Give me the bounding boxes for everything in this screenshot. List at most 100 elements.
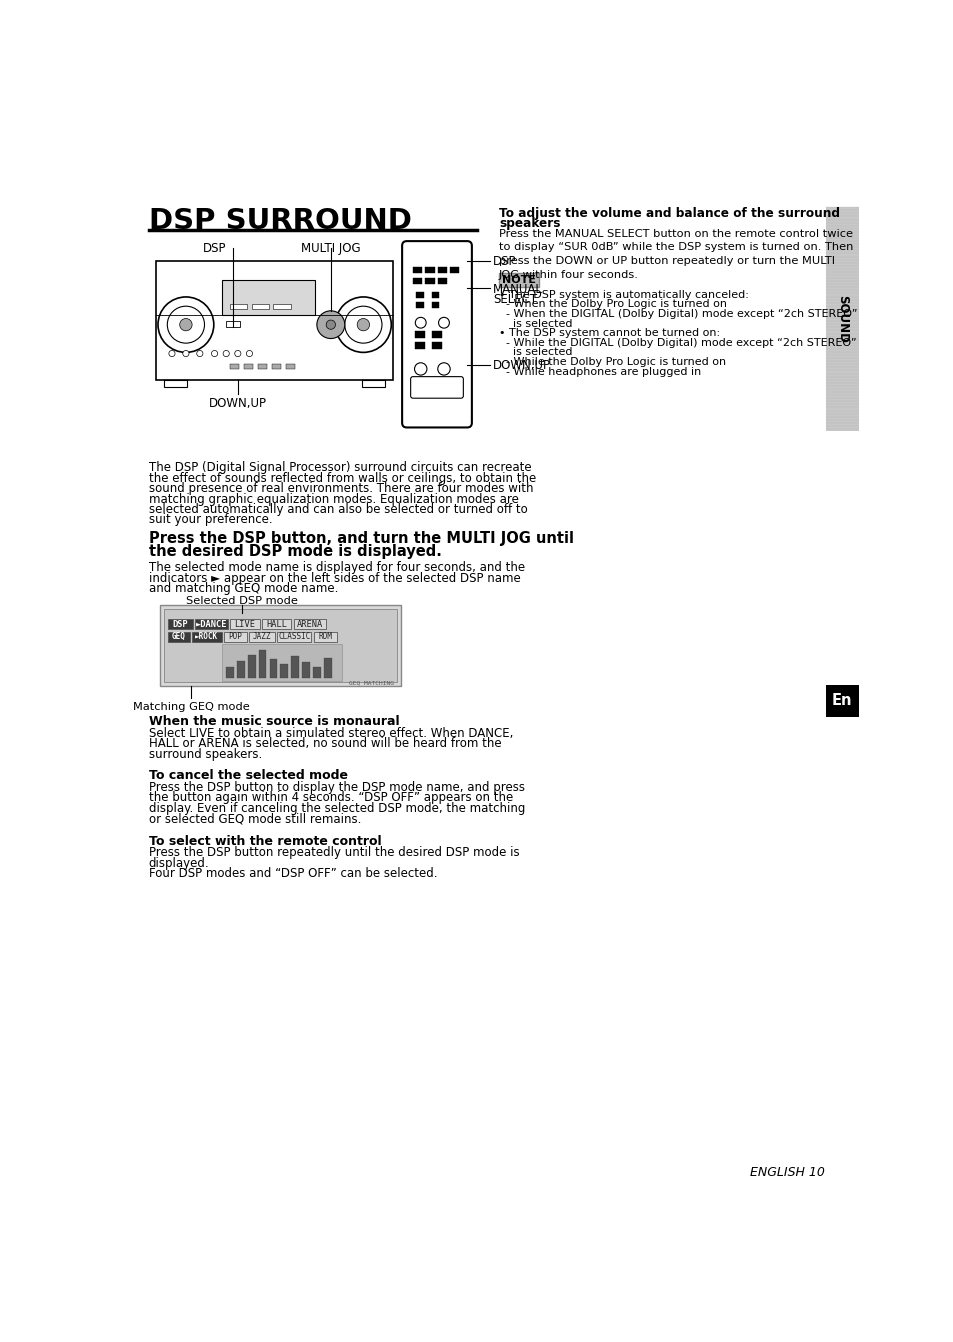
Bar	[226, 321, 240, 327]
Bar	[416, 302, 423, 309]
Text: ►ROCK: ►ROCK	[195, 632, 218, 641]
Bar	[224, 632, 247, 641]
Text: Selected DSP mode: Selected DSP mode	[186, 596, 297, 607]
Bar	[195, 619, 228, 629]
Bar	[425, 278, 435, 285]
Bar	[277, 632, 311, 641]
FancyBboxPatch shape	[410, 377, 463, 399]
Circle shape	[326, 319, 335, 329]
Text: DOWN,UP: DOWN,UP	[209, 397, 267, 411]
Text: • The DSP system cannot be turned on:: • The DSP system cannot be turned on:	[498, 329, 720, 338]
Bar	[226, 667, 233, 678]
Text: ROM: ROM	[318, 632, 332, 641]
Circle shape	[179, 318, 192, 331]
Text: Press the DSP button repeatedly until the desired DSP mode is: Press the DSP button repeatedly until th…	[149, 847, 518, 859]
Bar	[450, 267, 459, 272]
Text: To adjust the volume and balance of the surround: To adjust the volume and balance of the …	[498, 207, 840, 220]
Circle shape	[158, 297, 213, 353]
Bar	[416, 293, 423, 298]
Text: display. Even if canceling the selected DSP mode, the matching: display. Even if canceling the selected …	[149, 801, 524, 815]
Circle shape	[246, 350, 253, 357]
Text: DOWN,UP: DOWN,UP	[493, 358, 550, 372]
Bar	[160, 605, 400, 686]
Text: or selected GEQ mode still remains.: or selected GEQ mode still remains.	[149, 812, 360, 825]
Text: sound presence of real environments. There are four modes with: sound presence of real environments. The…	[149, 482, 533, 495]
Bar	[431, 302, 439, 309]
Text: MULTI JOG: MULTI JOG	[301, 242, 360, 255]
Text: - While the Dolby Pro Logic is turned on: - While the Dolby Pro Logic is turned on	[498, 357, 725, 366]
Text: is selected: is selected	[498, 348, 572, 357]
Bar	[413, 278, 422, 285]
Bar	[498, 272, 538, 287]
Bar	[270, 659, 277, 678]
Bar	[274, 305, 291, 309]
Bar	[244, 364, 253, 369]
Circle shape	[212, 350, 217, 357]
Text: ►DANCE: ►DANCE	[195, 620, 227, 628]
Bar	[261, 619, 291, 629]
Circle shape	[335, 297, 391, 353]
Circle shape	[438, 317, 449, 329]
Bar	[156, 262, 393, 381]
Text: En: En	[831, 694, 852, 709]
Bar	[230, 364, 239, 369]
Text: matching graphic equalization modes. Equalization modes are: matching graphic equalization modes. Equ…	[149, 493, 518, 506]
Bar	[313, 667, 320, 678]
Text: the button again within 4 seconds. “DSP OFF” appears on the: the button again within 4 seconds. “DSP …	[149, 792, 513, 804]
Text: NOTE: NOTE	[501, 275, 536, 285]
Text: JAZZ: JAZZ	[253, 632, 272, 641]
Text: suit your preference.: suit your preference.	[149, 513, 272, 526]
Bar	[437, 267, 447, 272]
Circle shape	[167, 306, 204, 344]
Bar	[272, 364, 281, 369]
Bar	[236, 660, 245, 678]
Bar	[314, 632, 336, 641]
FancyBboxPatch shape	[402, 242, 472, 428]
Text: selected automatically and can also be selected or turned off to: selected automatically and can also be s…	[149, 503, 527, 515]
Bar	[280, 664, 288, 678]
Text: displayed.: displayed.	[149, 856, 209, 870]
Circle shape	[169, 350, 174, 357]
Text: surround speakers.: surround speakers.	[149, 747, 262, 761]
Text: the desired DSP mode is displayed.: the desired DSP mode is displayed.	[149, 545, 441, 560]
Bar	[323, 658, 332, 678]
Bar	[825, 684, 858, 717]
Bar	[294, 619, 326, 629]
Text: Press the DSP button, and turn the MULTI JOG until: Press the DSP button, and turn the MULTI…	[149, 530, 573, 546]
Text: SELECT: SELECT	[493, 294, 537, 306]
Bar	[164, 381, 187, 386]
Bar	[415, 331, 425, 338]
Bar	[249, 632, 274, 641]
Circle shape	[183, 350, 189, 357]
Text: and matching GEQ mode name.: and matching GEQ mode name.	[149, 582, 337, 596]
Text: speakers: speakers	[498, 217, 560, 231]
Text: DSP: DSP	[493, 255, 516, 267]
Bar	[230, 619, 259, 629]
Circle shape	[234, 350, 241, 357]
Bar	[413, 267, 422, 272]
Circle shape	[196, 350, 203, 357]
Text: is selected: is selected	[498, 318, 572, 329]
Bar	[361, 381, 385, 386]
Bar	[825, 207, 858, 431]
Text: CLASSIC: CLASSIC	[278, 632, 311, 641]
Bar	[252, 305, 269, 309]
Bar	[415, 342, 425, 349]
Text: - While the DIGITAL (Dolby Digital) mode except “2ch STEREO”: - While the DIGITAL (Dolby Digital) mode…	[498, 338, 856, 348]
Bar	[431, 331, 442, 338]
Text: HALL or ARENA is selected, no sound will be heard from the: HALL or ARENA is selected, no sound will…	[149, 737, 500, 750]
Text: - When the Dolby Pro Logic is turned on: - When the Dolby Pro Logic is turned on	[498, 299, 726, 309]
Bar	[222, 644, 342, 680]
Text: SOUND: SOUND	[835, 295, 848, 342]
Text: ARENA: ARENA	[296, 620, 323, 628]
Text: HALL: HALL	[266, 620, 287, 628]
Bar	[248, 655, 255, 678]
Text: ENGLISH 10: ENGLISH 10	[749, 1166, 823, 1178]
Bar	[291, 656, 298, 678]
Text: - While headphones are plugged in: - While headphones are plugged in	[498, 366, 700, 377]
Text: - When the DIGITAL (Dolby Digital) mode except “2ch STEREO”: - When the DIGITAL (Dolby Digital) mode …	[498, 309, 857, 319]
Text: When the music source is monaural: When the music source is monaural	[149, 715, 399, 729]
Text: Select LIVE to obtain a simulated stereo effect. When DANCE,: Select LIVE to obtain a simulated stereo…	[149, 727, 513, 739]
Text: GEQ: GEQ	[172, 632, 186, 641]
Circle shape	[316, 311, 344, 338]
